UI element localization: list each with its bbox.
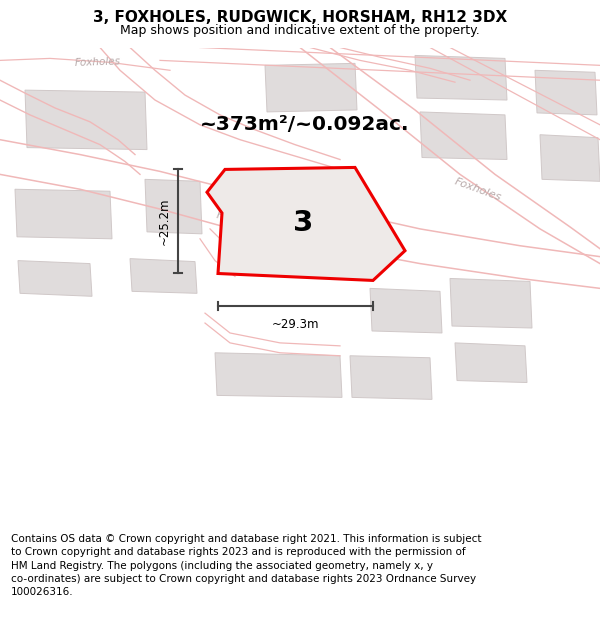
Polygon shape — [450, 279, 532, 328]
Text: ~25.2m: ~25.2m — [157, 198, 170, 245]
Polygon shape — [25, 90, 147, 149]
Polygon shape — [370, 288, 442, 333]
Polygon shape — [265, 63, 357, 112]
Polygon shape — [415, 56, 507, 100]
Text: Foxholes: Foxholes — [215, 210, 265, 228]
Polygon shape — [18, 261, 92, 296]
Text: Contains OS data © Crown copyright and database right 2021. This information is : Contains OS data © Crown copyright and d… — [11, 534, 481, 597]
Polygon shape — [350, 356, 432, 399]
Polygon shape — [207, 168, 405, 281]
Text: Foxholes: Foxholes — [453, 176, 503, 202]
Text: ~29.3m: ~29.3m — [272, 318, 319, 331]
Polygon shape — [215, 352, 342, 398]
Polygon shape — [540, 135, 600, 181]
Text: 3: 3 — [293, 209, 313, 237]
Text: ~373m²/~0.092ac.: ~373m²/~0.092ac. — [200, 116, 410, 134]
Polygon shape — [15, 189, 112, 239]
Polygon shape — [145, 179, 202, 234]
Text: Map shows position and indicative extent of the property.: Map shows position and indicative extent… — [120, 24, 480, 37]
Polygon shape — [535, 70, 597, 115]
Text: Foxholes: Foxholes — [75, 57, 121, 68]
Polygon shape — [130, 259, 197, 293]
Polygon shape — [455, 343, 527, 382]
Text: 3, FOXHOLES, RUDGWICK, HORSHAM, RH12 3DX: 3, FOXHOLES, RUDGWICK, HORSHAM, RH12 3DX — [93, 11, 507, 26]
Polygon shape — [420, 112, 507, 159]
